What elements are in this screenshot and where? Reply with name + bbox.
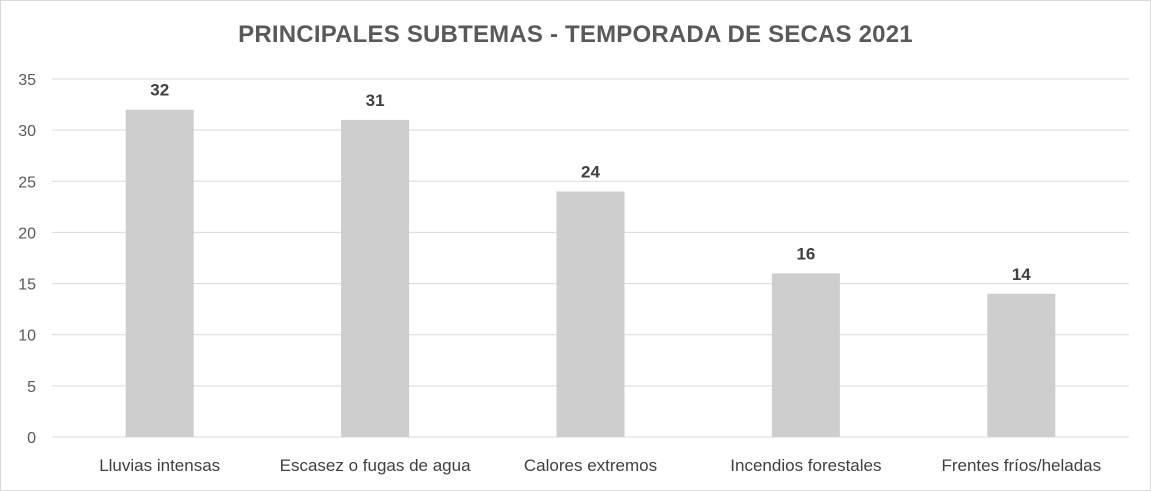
y-tick-label: 15 bbox=[18, 277, 36, 294]
y-tick-label: 25 bbox=[18, 174, 36, 191]
category-label: Calores extremos bbox=[524, 456, 657, 475]
bar bbox=[125, 109, 194, 437]
y-tick-label: 30 bbox=[18, 123, 36, 140]
bar bbox=[556, 191, 625, 437]
bar bbox=[771, 273, 840, 437]
data-label: 14 bbox=[1012, 265, 1031, 284]
y-tick-label: 10 bbox=[18, 328, 36, 345]
bar bbox=[987, 293, 1056, 437]
category-label: Lluvias intensas bbox=[99, 456, 220, 475]
y-tick-label: 35 bbox=[18, 72, 36, 89]
y-tick-label: 5 bbox=[27, 379, 36, 396]
data-label: 24 bbox=[581, 163, 600, 182]
y-tick-label: 20 bbox=[18, 225, 36, 242]
data-label: 16 bbox=[796, 244, 815, 263]
data-label: 32 bbox=[150, 81, 169, 100]
data-label: 31 bbox=[366, 91, 385, 110]
chart-title: PRINCIPALES SUBTEMAS - TEMPORADA DE SECA… bbox=[238, 21, 913, 48]
category-label: Escasez o fugas de agua bbox=[280, 456, 471, 475]
bar bbox=[341, 119, 410, 438]
category-label: Incendios forestales bbox=[730, 456, 881, 475]
y-tick-label: 0 bbox=[27, 430, 36, 447]
category-label: Frentes fríos/heladas bbox=[941, 456, 1101, 475]
